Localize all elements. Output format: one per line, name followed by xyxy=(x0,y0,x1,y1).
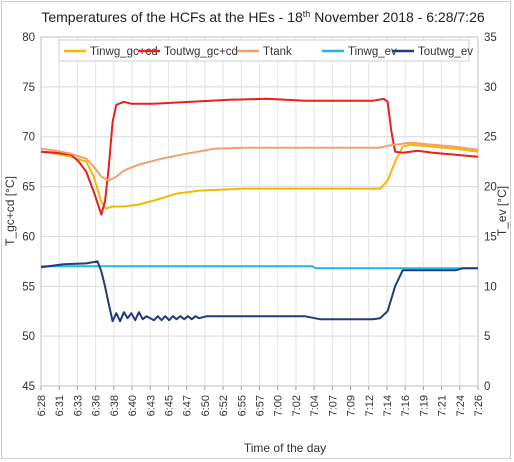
series-line-tinwg-gc-cd xyxy=(40,143,479,210)
x-tick-label: 7:16 xyxy=(400,395,412,416)
x-tick-label: 6:45 xyxy=(163,395,175,416)
x-tick-label: 6:36 xyxy=(91,395,103,416)
y-tick-label-right: 25 xyxy=(484,132,497,144)
y-tick-label-left: 70 xyxy=(22,132,35,144)
x-tick-label: 6:57 xyxy=(255,395,267,416)
x-tick-label: 7:21 xyxy=(437,395,449,416)
y-tick-label-left: 80 xyxy=(22,32,35,44)
x-tick-label: 6:52 xyxy=(218,395,230,416)
x-axis-label: Time of the day xyxy=(244,441,326,455)
y-tick-label-left: 45 xyxy=(22,381,35,393)
y-tick-label-right: 35 xyxy=(484,32,497,44)
chart-title: Temperatures of the HCFs at the HEs - 18… xyxy=(41,9,485,25)
y-tick-label-left: 50 xyxy=(22,331,35,343)
axes: 45 50 55 60 65 70 75 80 0 5 10 15 20 25 30 35 6:28 6:31 6:… xyxy=(22,32,497,416)
y-tick-label-right: 20 xyxy=(484,182,497,194)
x-tick-label: 6:47 xyxy=(182,395,194,416)
series-line-toutwg-gc-cd xyxy=(40,97,479,216)
legend: Tinwg_gc+cd Toutwg_gc+cd Ttank Tinwg_ev Tout… xyxy=(58,39,473,62)
x-tick-label: 7:24 xyxy=(455,395,467,416)
x-tick-label: 7:02 xyxy=(291,395,303,416)
y-tick-label-left: 60 xyxy=(22,231,35,243)
legend-entry: Tinwg_gc+cd xyxy=(90,46,158,58)
legend-box xyxy=(58,39,470,62)
plot-area-border xyxy=(40,36,479,387)
x-tick-label: 7:19 xyxy=(418,395,430,416)
y-tick-label-right: 10 xyxy=(484,281,497,293)
x-tick-label: 6:33 xyxy=(72,395,84,416)
x-tick-label: 7:00 xyxy=(273,395,285,416)
x-tick-label: 7:09 xyxy=(346,395,358,416)
series-line-toutwg-ev xyxy=(40,260,478,323)
x-tick-label: 7:07 xyxy=(327,395,339,416)
gridlines xyxy=(40,36,479,387)
legend-entry: Toutwg_ev xyxy=(418,46,473,58)
y-tick-label-left: 75 xyxy=(22,82,35,94)
y-tick-label-right: 15 xyxy=(484,231,497,243)
x-tick-label: 6:55 xyxy=(236,395,248,416)
series-lines xyxy=(40,97,479,323)
x-tick-label: 6:40 xyxy=(127,395,139,416)
y-tick-label-right: 0 xyxy=(484,381,490,393)
x-tick-label: 7:04 xyxy=(309,395,321,416)
y-axis-label-right: T_ev [°C] xyxy=(495,186,509,236)
x-tick-label: 6:38 xyxy=(109,395,121,416)
y-tick-label-left: 65 xyxy=(22,182,35,194)
series-line-tinwg-ev xyxy=(41,265,478,270)
x-tick-label: 6:31 xyxy=(54,395,66,416)
x-tick-label: 6:50 xyxy=(200,395,212,416)
x-tick-label: 6:43 xyxy=(145,395,157,416)
series-line-ttank xyxy=(40,141,479,182)
x-tick-label: 7:14 xyxy=(382,395,394,416)
legend-entry: Toutwg_gc+cd xyxy=(164,46,238,58)
y-tick-label-right: 30 xyxy=(484,82,497,94)
legend-entry: Tinwg_ev xyxy=(348,46,397,58)
x-tick-label: 7:26 xyxy=(473,395,485,416)
x-tick-label: 6:28 xyxy=(36,395,48,416)
y-axis-label-left: T_gc+cd [°C] xyxy=(3,176,17,246)
y-tick-label-left: 55 xyxy=(22,281,35,293)
y-tick-label-right: 5 xyxy=(484,331,490,343)
x-tick-label: 7:12 xyxy=(364,395,376,416)
legend-entry: Ttank xyxy=(263,46,292,58)
